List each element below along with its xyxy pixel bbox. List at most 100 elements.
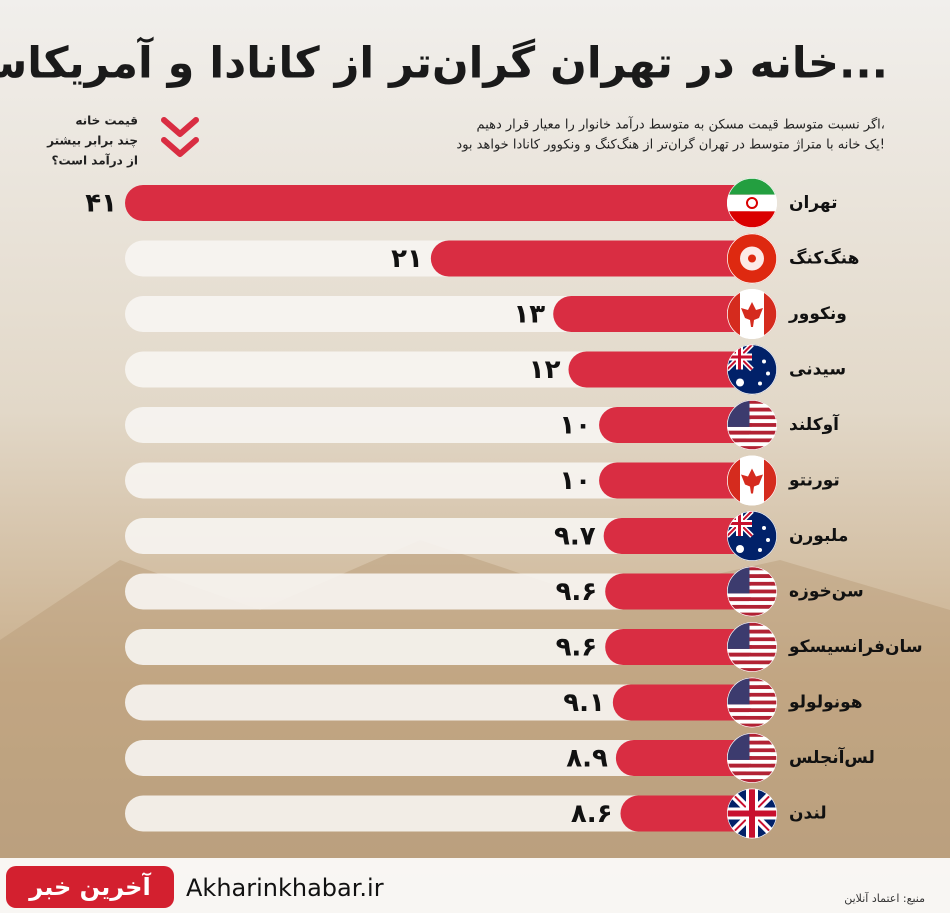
flag-part [727,344,752,370]
flag-part [727,775,777,780]
value-label: ۱۳ [513,300,545,330]
flag-part [727,692,777,697]
value-label: ۹.۱ [563,688,605,718]
flag-part [727,178,777,195]
flag-part [762,359,766,364]
flag [727,233,777,284]
flag-part [727,211,777,228]
flag-part [727,430,777,435]
flag-part [741,468,763,494]
flag-part [727,685,777,690]
bar [553,296,752,332]
flag-part [727,585,777,590]
flag-part [727,752,777,757]
flag-part [727,403,777,408]
flag-part [727,788,777,839]
flag-part [727,612,777,617]
flag-part [727,700,777,705]
flag-part [727,660,777,665]
flag-part [727,668,777,672]
flag-part [727,712,777,716]
flag [727,289,777,339]
flag-part [766,371,770,376]
flag-part [727,593,777,598]
flag-part [727,763,777,768]
flag-part [727,566,777,571]
brand: آخرین خبر [28,872,151,901]
flag-part [727,446,777,450]
flag-part [727,570,777,575]
bar [599,407,752,443]
value-label: ۴۱ [85,189,117,219]
flag [727,733,777,783]
flag-part [727,589,777,594]
value-label: ۱۰ [559,466,591,496]
bar-track [125,684,772,721]
category-label: ملبورن [789,526,848,546]
value-label: ۱۰ [559,411,591,441]
flag-part [727,759,777,764]
flag-part [727,715,777,720]
category-label: هونولولو [788,693,863,713]
flag-part [727,415,777,420]
flag-part [748,254,756,263]
flag [727,178,777,228]
flag-part [727,407,777,412]
flag-part [727,771,777,776]
flag-part [727,434,777,439]
category-label: سان‌فرانسیسکو [788,637,923,657]
flag-part [727,622,777,626]
category-label: تورنتو [788,471,840,491]
bar [125,185,752,221]
bar [615,740,752,776]
flag-part [727,629,777,634]
flag-part [727,681,777,686]
flag [727,622,777,672]
flag-part [727,625,777,630]
flag [727,511,777,561]
flag-part [727,740,777,745]
bar [605,629,752,665]
flag-part [727,194,777,212]
chart-title: خانه در تهران گران‌تر از کانادا و آمریکا… [0,37,888,89]
category-label: سیدنی [789,360,846,380]
flag-part [727,748,777,753]
flag-part [727,652,777,657]
flag-part [727,645,777,649]
category-label: سن‌خوزه [789,582,864,602]
flag [727,455,777,506]
flag-part [727,604,777,609]
bar [605,573,752,610]
flag-part [727,597,777,602]
flag-part [736,378,744,387]
bar [599,462,752,499]
flag-part [727,641,777,646]
category-label: ونکوور [788,304,847,324]
flag-part [727,423,777,427]
flag [727,400,777,450]
bar [612,684,752,721]
flag-part [727,723,777,728]
flag-part [727,400,777,404]
flag-part [727,689,777,693]
flag-part [727,664,777,669]
bar-track [125,795,772,832]
value-label: ۸.۶ [571,799,613,829]
flag [727,344,777,395]
flag-part [727,637,777,642]
flag-part [727,767,777,772]
flag-part [727,756,777,760]
bar-rows: ۴۱ تهران ۲۱ هنگ‌کنگ ۱۳ ونکوور ۱۲ سیدنی ۱۰ آوکلند ۱… [85,178,923,839]
value-label: ۸.۹ [566,744,608,774]
flag-part [727,779,777,783]
value-label: ۲۱ [391,244,423,274]
value-label: ۹.۷ [554,522,596,552]
flag-part [727,736,777,741]
note: از درآمد است؟ [52,153,139,168]
flag-part [727,601,777,605]
flag [727,566,777,617]
note: چند برابر بیشتر [46,134,138,148]
bar-track [125,740,772,776]
flag [727,788,777,839]
flag-part [727,656,777,661]
